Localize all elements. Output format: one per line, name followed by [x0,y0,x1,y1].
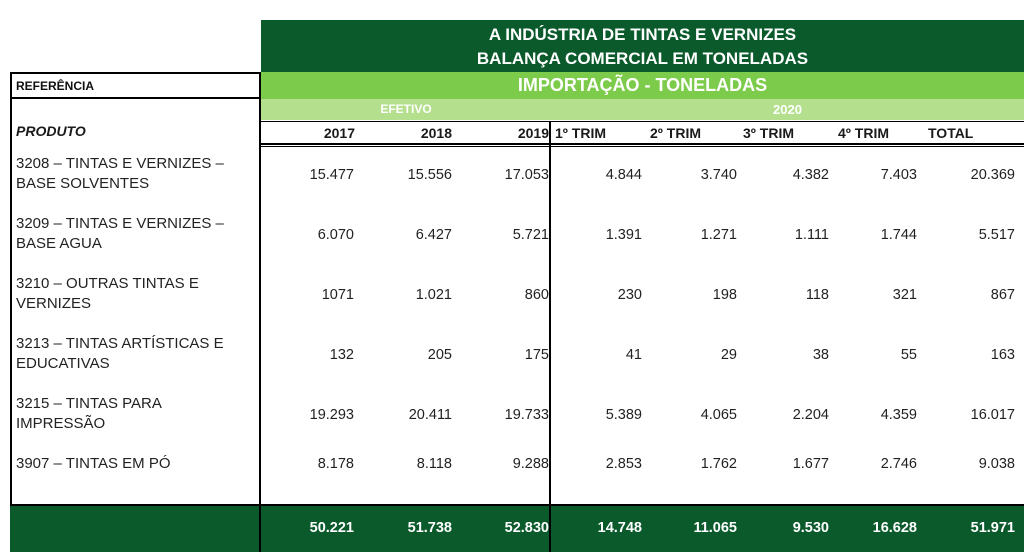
table-cell: 3.740 [700,167,737,183]
col-header-2018: 2018 [420,125,452,141]
table-cell: 5.389 [605,407,642,423]
col-header-2019: 2019 [517,125,549,141]
row-label-line-1: 3208 – TINTAS E VERNIZES – [16,155,224,172]
row-label-line-2: IMPRESSÃO [16,415,106,432]
total-cell: 11.065 [693,520,737,536]
total-cell: 51.738 [407,520,452,536]
row-label-line-2: BASE AGUA [16,235,102,252]
left-column-frame [10,99,261,552]
table-cell: 163 [990,347,1015,363]
table-cell: 4.382 [792,167,829,183]
header-rule [261,143,1024,145]
totals-mid-divider [549,504,551,552]
totals-row [10,504,1024,552]
table-cell: 1.677 [792,456,829,472]
table-cell: 6.427 [415,227,452,243]
table-cell: 4.065 [700,407,737,423]
table-cell: 15.556 [407,167,452,183]
table-cell: 132 [329,347,354,363]
table-cell: 9.038 [978,456,1015,472]
table-cell: 20.369 [970,167,1015,183]
header-rule-top [261,121,1024,122]
table-cell: 1.391 [605,227,642,243]
column-divider [549,121,551,504]
row-label: 3907 – TINTAS EM PÓ [16,454,256,474]
table-cell: 15.477 [309,167,354,183]
table-cell: 198 [712,287,737,303]
table-cell: 8.178 [317,456,354,472]
table-cell: 867 [990,287,1015,303]
total-cell: 52.830 [504,520,549,536]
row-label-line-2: EDUCATIVAS [16,355,110,372]
col-header-2-trim: 2º TRIM [650,125,702,141]
row-label-line-2: VERNIZES [16,295,92,312]
col-header-4-trim: 4º TRIM [838,125,890,141]
row-label: 3213 – TINTAS ARTÍSTICAS E EDUCATIVAS [16,334,256,374]
table-cell: 2.853 [605,456,642,472]
table-cell: 860 [524,287,549,303]
table-cell: 4.359 [880,407,917,423]
row-label-line-1: 3213 – TINTAS ARTÍSTICAS E [16,335,224,352]
total-cell: 14.748 [597,520,642,536]
total-cell: 9.530 [792,520,829,536]
row-label: 3215 – TINTAS PARA IMPRESSÃO [16,394,256,434]
table-cell: 20.411 [408,407,452,423]
table-cell: 5.721 [512,227,549,243]
header-rule-double [261,146,1024,147]
title-line-1: A INDÚSTRIA DE TINTAS E VERNIZES [488,25,797,44]
row-label-line-2: BASE SOLVENTES [16,175,150,192]
efetivo-label: EFETIVO [261,99,551,120]
table-cell: 2.204 [792,407,829,423]
table-cell: 1.021 [415,287,452,303]
col-header-2017: 2017 [323,125,355,141]
table-cell: 29 [720,347,737,363]
row-label: 3208 – TINTAS E VERNIZES – BASE SOLVENTES [16,154,256,194]
table-cell: 6.070 [317,227,354,243]
section-title: IMPORTAÇÃO - TONELADAS [261,72,1024,99]
title-line-2: BALANÇA COMERCIAL EM TONELADAS [476,49,809,68]
table-title: A INDÚSTRIA DE TINTAS E VERNIZES BALANÇA… [261,20,1024,72]
table-cell: 2.746 [880,456,917,472]
row-label-line-1: 3907 – TINTAS EM PÓ [16,455,171,472]
table-cell: 5.517 [978,227,1015,243]
row-label-line-1: 3210 – OUTRAS TINTAS E [16,275,199,292]
total-cell: 16.628 [872,520,917,536]
totals-left-divider [259,504,261,552]
col-header-1-trim: 1º TRIM [555,125,607,141]
total-cell: 50.221 [309,520,354,536]
table-cell: 1.744 [880,227,917,243]
year-2020-label: 2020 [551,99,1024,120]
row-label-line-1: 3209 – TINTAS E VERNIZES – [16,215,224,232]
total-cell: 51.971 [970,520,1015,536]
table-cell: 19.733 [504,407,549,423]
table-cell: 4.844 [605,167,642,183]
table-cell: 8.118 [416,456,452,472]
table-cell: 321 [892,287,917,303]
row-label-line-1: 3215 – TINTAS PARA [16,395,162,412]
produto-label: PRODUTO [16,123,86,139]
table-cell: 38 [812,347,829,363]
table-cell: 16.017 [970,407,1015,423]
table-cell: 17.053 [504,167,549,183]
table-cell: 230 [617,287,642,303]
table-cell: 7.403 [880,167,917,183]
reference-label: REFERÊNCIA [10,72,261,99]
table-cell: 55 [900,347,917,363]
table-cell: 19.293 [309,407,354,423]
table-cell: 1.762 [700,456,737,472]
table-cell: 205 [427,347,452,363]
table-cell: 1.111 [794,227,829,243]
table-cell: 118 [805,287,829,303]
col-header-total: TOTAL [928,125,974,141]
row-label: 3209 – TINTAS E VERNIZES – BASE AGUA [16,214,256,254]
col-header-3-trim: 3º TRIM [743,125,795,141]
table-cell: 41 [625,347,642,363]
table-cell: 1071 [321,287,354,303]
row-label: 3210 – OUTRAS TINTAS E VERNIZES [16,274,256,314]
table-cell: 9.288 [512,456,549,472]
table-cell: 175 [524,347,549,363]
table-cell: 1.271 [700,227,737,243]
